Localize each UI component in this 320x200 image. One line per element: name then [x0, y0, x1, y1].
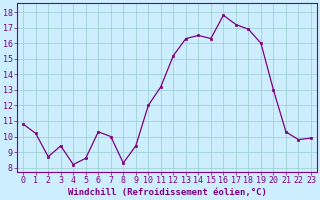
X-axis label: Windchill (Refroidissement éolien,°C): Windchill (Refroidissement éolien,°C)	[68, 188, 267, 197]
